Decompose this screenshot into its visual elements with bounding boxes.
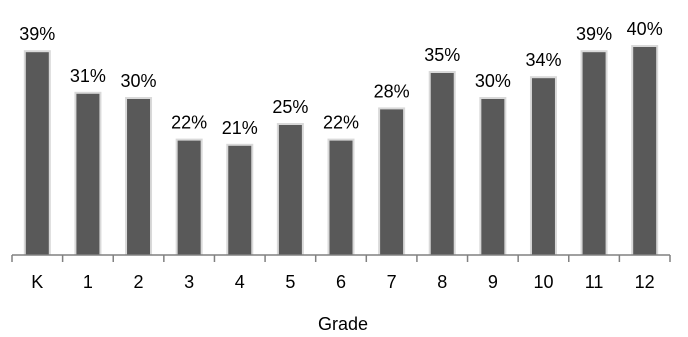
x-tick-label-2: 2: [134, 272, 144, 292]
bar-3: [177, 140, 201, 255]
x-tick-label-4: 4: [235, 272, 245, 292]
data-labels-group: 39% 31% 30% 22% 21% 25% 22% 28% 35% 30% 34% 39% 40%: [19, 19, 662, 138]
bar-4: [228, 145, 252, 255]
x-tick-label-8: 8: [437, 272, 447, 292]
data-label-7: 28%: [374, 81, 410, 101]
x-tick-label-7: 7: [387, 272, 397, 292]
data-label-9: 30%: [475, 71, 511, 91]
x-tick-labels-group: K 1 2 3 4 5 6 7 8 9 10 11 12: [31, 272, 654, 292]
data-label-K: 39%: [19, 24, 55, 44]
bar-11: [582, 52, 606, 256]
bar-8: [430, 73, 454, 255]
bars-group: [23, 45, 659, 256]
bar-K: [25, 52, 49, 256]
x-tick-label-5: 5: [285, 272, 295, 292]
x-tick-label-3: 3: [184, 272, 194, 292]
bar-5: [278, 125, 302, 255]
data-label-11: 39%: [576, 24, 612, 44]
data-label-2: 30%: [121, 71, 157, 91]
bar-10: [531, 78, 555, 255]
bar-1: [76, 93, 100, 255]
data-label-5: 25%: [272, 97, 308, 117]
x-tick-label-9: 9: [488, 272, 498, 292]
bar-7: [380, 109, 404, 256]
data-label-10: 34%: [525, 50, 561, 70]
bar-9: [481, 99, 505, 255]
bar-12: [633, 47, 657, 255]
x-ticks-group: [11, 255, 671, 262]
x-axis-title: Grade: [318, 314, 368, 334]
x-tick-label-10: 10: [533, 272, 553, 292]
data-label-3: 22%: [171, 113, 207, 133]
data-label-12: 40%: [627, 19, 663, 39]
data-label-6: 22%: [323, 113, 359, 133]
x-tick-label-K: K: [31, 272, 43, 292]
data-label-8: 35%: [424, 45, 460, 65]
bar-2: [127, 99, 151, 255]
data-label-1: 31%: [70, 66, 106, 86]
x-tick-label-11: 11: [585, 272, 604, 292]
data-label-4: 21%: [222, 118, 258, 138]
bar-6: [329, 140, 353, 255]
x-tick-label-12: 12: [635, 272, 655, 292]
x-tick-label-1: 1: [83, 272, 93, 292]
x-tick-label-6: 6: [336, 272, 346, 292]
